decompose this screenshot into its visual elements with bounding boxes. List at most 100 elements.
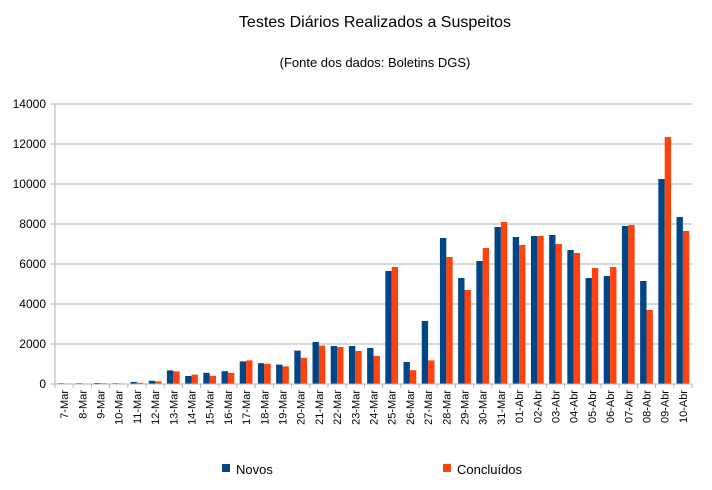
axes [54, 104, 692, 385]
bar-concluidos [191, 374, 198, 384]
bar-novos [348, 346, 356, 384]
bar-concluidos [646, 310, 653, 384]
bars [57, 137, 690, 384]
bar-novos [239, 361, 247, 384]
bar-concluidos [664, 137, 672, 384]
x-tick-label: 31-Mar [496, 390, 508, 425]
bar-concluidos [246, 360, 253, 384]
bar-concluidos [155, 381, 162, 384]
bar-novos [330, 346, 338, 384]
legend-swatch [443, 464, 451, 472]
bar-concluidos [282, 366, 289, 384]
bar-concluidos [628, 225, 635, 384]
bar-novos [658, 179, 665, 384]
x-tick-label: 15-Mar [205, 390, 217, 425]
y-tick-label: 10000 [13, 177, 47, 191]
bar-concluidos [500, 222, 508, 384]
bar-concluidos [173, 371, 180, 384]
bar-novos [476, 261, 483, 384]
x-tick-label: 29-Mar [460, 390, 472, 425]
bar-novos [185, 376, 192, 384]
bar-novos [494, 227, 501, 384]
x-tick-label: 16-Mar [223, 390, 235, 425]
y-tick-label: 12000 [13, 137, 47, 151]
x-tick-label: 10-Mar [114, 390, 126, 425]
y-tick-label: 14000 [13, 97, 47, 111]
legend-item-novos: Novos [222, 462, 273, 477]
bar-novos [130, 382, 137, 384]
x-tick-label: 27-Mar [423, 390, 435, 425]
bar-novos [439, 238, 447, 384]
x-tick-label: 08-Abr [642, 390, 654, 423]
chart-title: Testes Diários Realizados a Suspeitos [239, 14, 511, 31]
x-tick-label: 30-Mar [478, 390, 490, 425]
x-axis-ticks: 7-Mar 8-Mar 9-Mar 10-Mar 11-Mar 12-Mar 13-Mar 1… [54, 384, 693, 425]
bar-novos [166, 370, 174, 384]
x-tick-label: 06-Abr [605, 390, 617, 423]
x-tick-label: 22-Mar [332, 390, 344, 425]
bar-concluidos [391, 267, 399, 384]
y-tick-label: 2000 [19, 337, 46, 351]
bar-novos [257, 363, 265, 384]
bar-concluidos [682, 231, 690, 384]
bar-novos [221, 371, 228, 384]
bar-concluidos [519, 245, 526, 384]
x-tick-label: 28-Mar [441, 390, 453, 425]
chart-subtitle: (Fonte dos dados: Boletins DGS) [280, 55, 471, 70]
bar-novos [676, 217, 683, 384]
legend-label: Concluídos [457, 462, 523, 477]
bar-novos [549, 235, 556, 384]
x-tick-label: 7-Mar [59, 390, 71, 419]
bar-concluidos [209, 375, 217, 384]
x-tick-label: 17-Mar [241, 390, 253, 425]
bar-concluidos [573, 253, 581, 384]
bar-concluidos [373, 356, 380, 384]
x-tick-label: 21-Mar [314, 390, 326, 425]
x-tick-label: 26-Mar [405, 390, 417, 425]
x-tick-label: 24-Mar [369, 390, 381, 425]
bar-novos [385, 271, 392, 384]
bar-concluidos [428, 360, 435, 384]
y-axis-ticks: 0 2000 4000 6000 8000 10000 12000 14000 [13, 97, 47, 391]
x-tick-label: 10-Abr [678, 390, 690, 423]
legend-swatch [222, 464, 230, 472]
x-tick-label: 20-Mar [296, 390, 308, 425]
bar-concluidos [227, 372, 235, 384]
bar-novos [567, 250, 574, 384]
bar-concluidos [318, 345, 326, 384]
bar-novos [367, 348, 374, 384]
x-tick-label: 05-Abr [587, 390, 599, 423]
x-tick-label: 14-Mar [187, 390, 199, 425]
legend-label: Novos [236, 462, 273, 477]
bar-concluidos [409, 370, 417, 384]
bar-novos [276, 364, 283, 384]
bar-concluidos [136, 382, 144, 384]
bar-novos [458, 278, 465, 384]
bar-novos [603, 276, 611, 384]
bar-novos [585, 278, 592, 384]
bar-concluidos [591, 268, 599, 384]
x-tick-label: 19-Mar [278, 390, 290, 425]
bar-novos [148, 380, 156, 384]
bar-concluidos [610, 267, 617, 384]
x-tick-label: 09-Abr [660, 390, 672, 423]
bar-novos [312, 342, 319, 384]
legend: Novos Concluídos [222, 462, 523, 477]
x-tick-label: 23-Mar [350, 390, 362, 425]
bar-concluidos [264, 363, 271, 384]
bar-concluidos [446, 257, 453, 384]
x-tick-label: 25-Mar [387, 390, 399, 425]
bar-concluidos [555, 244, 562, 384]
bar-novos [530, 236, 538, 384]
bar-concluidos [482, 248, 490, 384]
x-tick-label: 12-Mar [150, 390, 162, 425]
x-tick-label: 03-Abr [551, 390, 563, 423]
y-tick-label: 6000 [19, 257, 46, 271]
bar-novos [421, 321, 429, 384]
y-tick-label: 8000 [19, 217, 46, 231]
x-tick-label: 13-Mar [168, 390, 180, 425]
x-tick-label: 18-Mar [259, 390, 271, 425]
y-tick-label: 0 [39, 377, 46, 391]
bar-novos [403, 362, 410, 384]
